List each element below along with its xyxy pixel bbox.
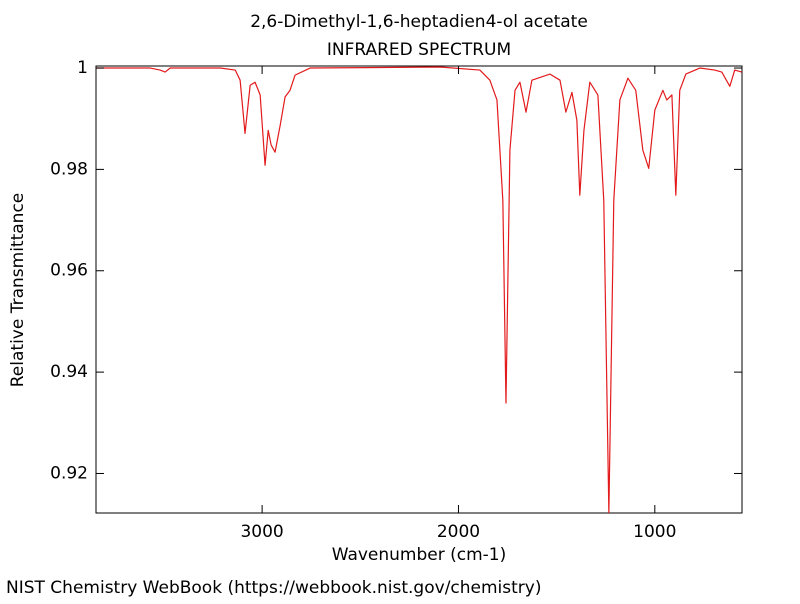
x-tick-label: 1000 (633, 522, 676, 542)
footer: NIST Chemistry WebBook (https://webbook.… (6, 578, 541, 598)
x-tick-label: 2000 (437, 522, 480, 542)
y-axis-label: Relative Transmittance (8, 193, 28, 388)
y-tick-label: 0.98 (50, 159, 88, 179)
y-tick-label: 0.94 (50, 362, 88, 382)
chart-title: 2,6-Dimethyl-1,6-heptadien4-ol acetate (250, 12, 588, 32)
chart-subtitle: INFRARED SPECTRUM (327, 40, 511, 60)
y-tick-label: 0.92 (50, 463, 88, 483)
x-axis-label: Wavenumber (cm-1) (332, 545, 507, 565)
plot-frame (95, 65, 743, 514)
y-tick-label: 1 (77, 58, 88, 78)
x-tick-label: 3000 (240, 522, 283, 542)
spectrum-line (96, 66, 742, 513)
plot-area (96, 66, 742, 513)
y-tick-label: 0.96 (50, 261, 88, 281)
